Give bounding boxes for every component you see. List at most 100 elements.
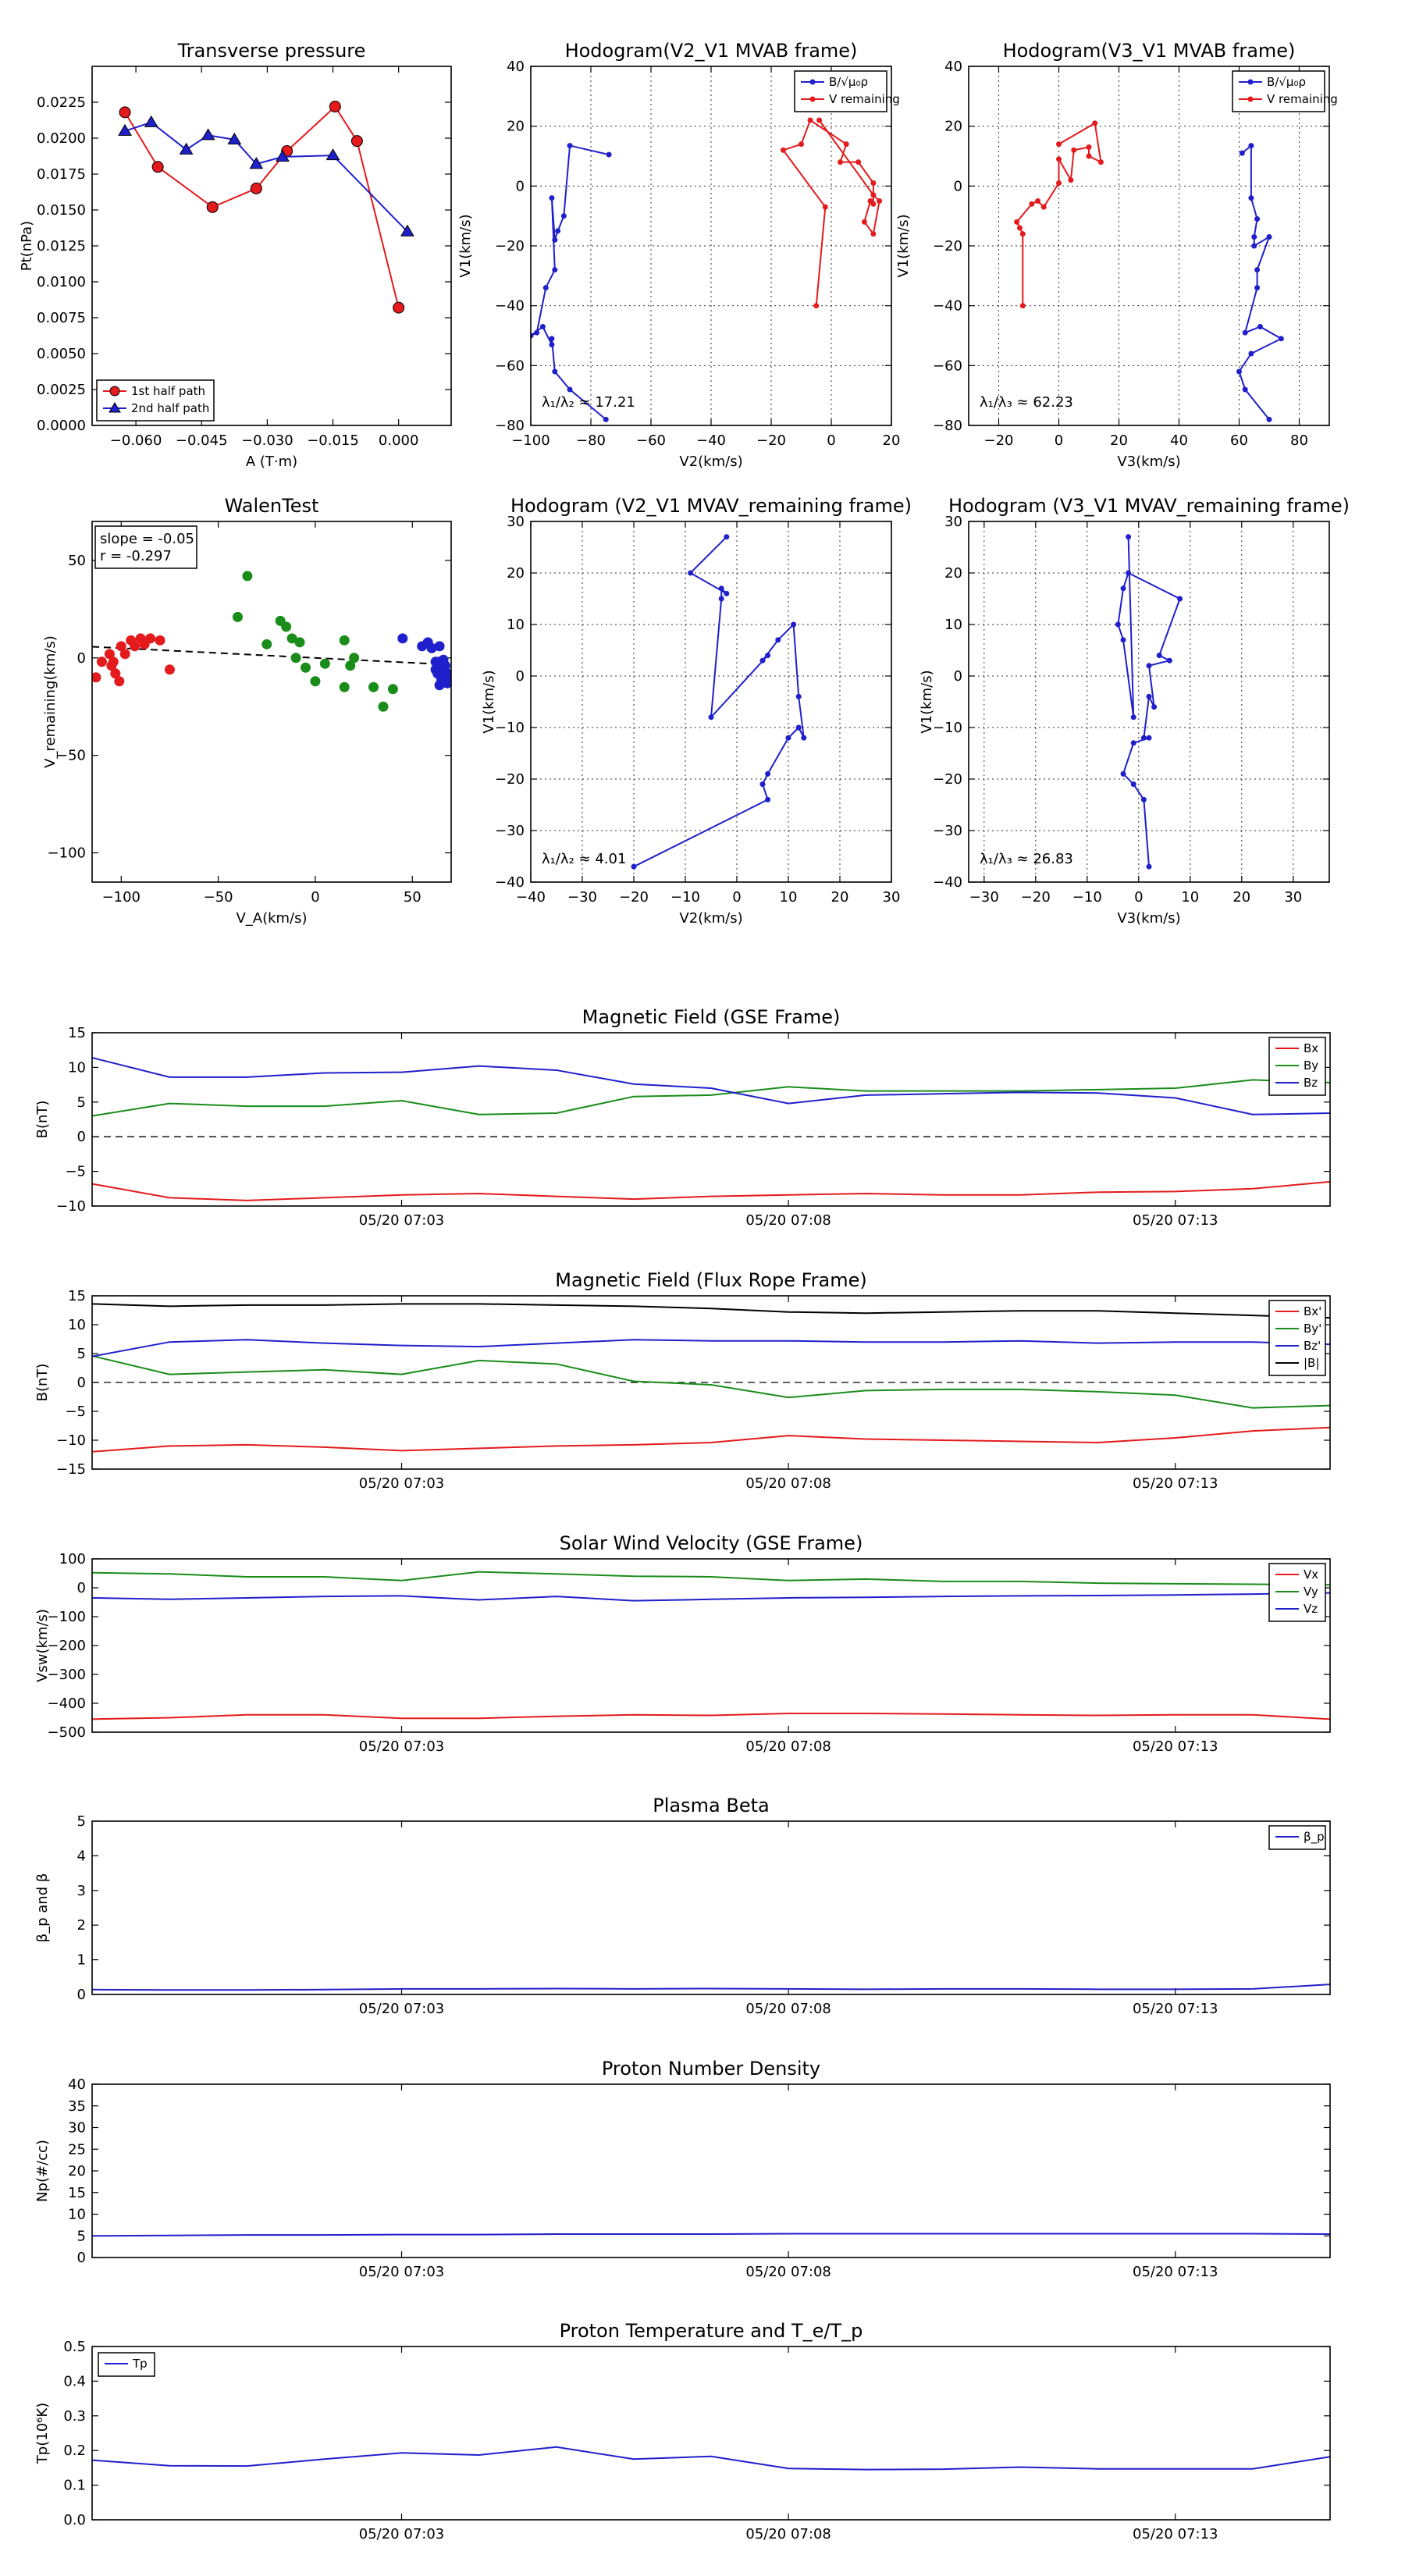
legend-label: Bz' <box>1304 1339 1321 1353</box>
y-tick-label: 0 <box>954 178 962 194</box>
y-tick-label: −30 <box>495 823 525 839</box>
chart-panel-3: WalenTest −100 −50 0 50 −100 −50 0 50 V_A(km/s) V_… <box>42 495 452 927</box>
data-point <box>1239 150 1245 156</box>
legend: β_p <box>1268 1825 1326 1850</box>
data-point <box>1035 198 1041 204</box>
plot-frame <box>968 521 1330 883</box>
data-layer <box>92 1571 1330 1720</box>
legend-marker <box>809 96 816 102</box>
legend-label: Vy <box>1304 1585 1318 1599</box>
y-axis-label: B(nT) <box>34 1101 51 1139</box>
y-tick-label: −40 <box>933 874 962 891</box>
y-tick-label: 0 <box>77 2250 86 2266</box>
data-point <box>130 641 140 652</box>
chart-panel-9: Plasma Beta 05/20 07:03 05/20 07:08 05/20 0… <box>34 1795 1331 2017</box>
data-point <box>151 161 164 173</box>
y-tick-label: 0 <box>77 1580 86 1596</box>
legend-label: V remaining <box>829 92 900 106</box>
y-tick-label: 0.0 <box>63 2512 86 2528</box>
data-point <box>1248 350 1254 357</box>
x-axis-label: V3(km/s) <box>1117 454 1180 470</box>
chart-panel-8: Solar Wind Velocity (GSE Frame) 05/20 07:… <box>34 1532 1331 1755</box>
data-point <box>724 590 730 596</box>
data-point <box>442 668 451 679</box>
data-layer <box>531 117 883 422</box>
data-point <box>822 204 828 210</box>
y-axis-label: Pt(nPa) <box>19 221 35 271</box>
x-tick-label: −30 <box>567 889 597 906</box>
annotation-text: λ₁/λ₂ ≈ 17.21 <box>542 394 635 411</box>
data-point <box>116 641 126 652</box>
y-tick-label: −20 <box>933 771 962 788</box>
data-point <box>339 635 350 646</box>
data-point <box>1029 201 1035 207</box>
data-layer <box>1014 120 1284 422</box>
y-axis-label: Tp(10⁶K) <box>34 2403 51 2464</box>
annotation-text: λ₁/λ₃ ≈ 62.23 <box>980 394 1073 411</box>
legend-label: B/√μ₀ρ <box>829 75 868 89</box>
y-tick-label: 40 <box>507 59 525 75</box>
annotation-line: r = -0.297 <box>100 548 172 564</box>
chart-title: Magnetic Field (GSE Frame) <box>582 1006 841 1028</box>
data-point <box>534 329 540 336</box>
data-point <box>378 701 389 712</box>
x-tick-label: −20 <box>1021 889 1051 906</box>
plot-frame <box>91 1820 1331 1995</box>
y-tick-label: −80 <box>495 418 525 434</box>
data-point <box>606 151 612 158</box>
y-tick-label: 0.0100 <box>37 274 86 290</box>
x-tick-label: 05/20 07:03 <box>359 1475 444 1492</box>
y-tick-label: 20 <box>68 2163 86 2179</box>
data-point <box>92 672 101 683</box>
y-tick-label: 40 <box>68 2076 86 2093</box>
data-point <box>780 147 786 153</box>
y-axis-label: B(nT) <box>34 1364 51 1402</box>
data-layer <box>92 571 451 712</box>
x-tick-label: −20 <box>984 432 1014 449</box>
plot-frame <box>530 66 892 426</box>
data-point <box>1242 329 1248 336</box>
annotation-box <box>94 525 197 569</box>
y-tick-label: −40 <box>495 298 525 315</box>
chart-panel-11: Proton Temperature and T_e/T_p 05/20 07:0… <box>34 2320 1331 2542</box>
data-point <box>232 611 243 622</box>
data-point <box>261 639 272 649</box>
data-point <box>549 336 555 342</box>
data-point <box>1151 704 1158 710</box>
y-tick-label: −100 <box>48 1609 86 1625</box>
x-axis-label: A (T·m) <box>246 454 297 470</box>
data-point <box>799 141 804 148</box>
series-line-2 <box>92 1339 1330 1357</box>
data-point <box>294 637 305 648</box>
x-tick-label: −100 <box>102 889 140 906</box>
data-point <box>206 201 219 213</box>
data-point <box>110 668 121 679</box>
y-tick-label: 20 <box>507 565 525 582</box>
legend-label: Vz <box>1304 1602 1318 1616</box>
chart-title: Transverse pressure <box>177 40 366 62</box>
annotation-text: λ₁/λ₃ ≈ 26.83 <box>980 851 1073 867</box>
data-point <box>397 633 408 644</box>
data-point <box>1019 303 1026 309</box>
x-tick-label: 0.000 <box>379 432 419 449</box>
data-point <box>114 676 125 687</box>
chart-title: Proton Temperature and T_e/T_p <box>560 2320 863 2342</box>
data-point <box>1266 416 1272 422</box>
y-tick-label: 0.0050 <box>37 346 86 362</box>
data-point <box>387 684 398 695</box>
chart-title: Proton Number Density <box>602 2058 820 2080</box>
data-point <box>1140 735 1147 741</box>
data-point <box>816 117 823 123</box>
chart-panel-5: Hodogram (V3_V1 MVAV_remaining frame) −30… <box>919 495 1350 927</box>
data-point <box>807 117 813 123</box>
series-line-0 <box>92 1984 1330 1991</box>
legend-label: Bx <box>1304 1041 1318 1055</box>
data-point <box>345 660 356 671</box>
x-tick-label: −100 <box>511 432 550 449</box>
y-tick-label: −50 <box>56 748 86 764</box>
y-tick-label: 15 <box>68 1025 86 1041</box>
x-tick-label: 05/20 07:13 <box>1133 1212 1218 1229</box>
series-line-1 <box>92 1079 1330 1117</box>
data-point <box>179 142 194 155</box>
y-axis-label: V1(km/s) <box>457 214 474 277</box>
